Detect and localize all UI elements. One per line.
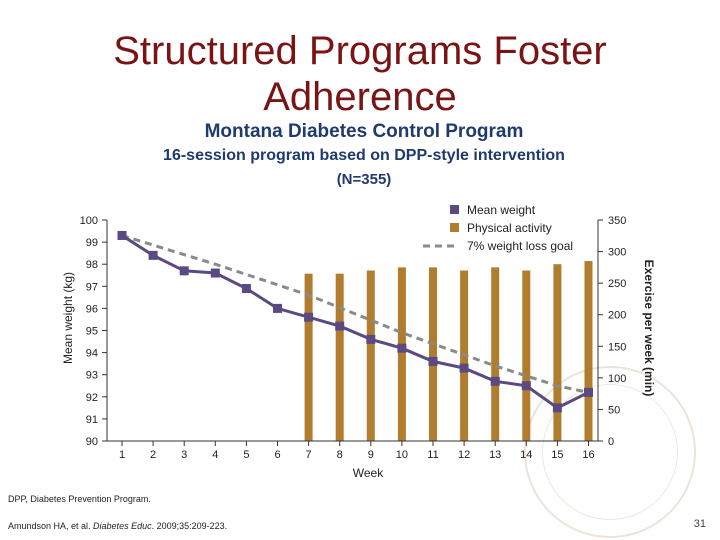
x-tick-label: 13 bbox=[489, 449, 501, 461]
program-name: Montana Diabetes Control Program bbox=[204, 121, 524, 142]
right-tick-label: 100 bbox=[608, 373, 626, 385]
weight-marker bbox=[397, 343, 407, 353]
weight-marker bbox=[428, 356, 438, 366]
right-tick-label: 350 bbox=[608, 215, 626, 227]
left-tick-label: 98 bbox=[86, 259, 98, 271]
footnote-abbreviation: DPP, Diabetes Prevention Program. bbox=[8, 494, 151, 504]
activity-bar bbox=[491, 267, 500, 441]
x-tick-label: 14 bbox=[520, 449, 532, 461]
x-tick-label: 15 bbox=[551, 449, 563, 461]
weight-marker bbox=[552, 403, 562, 413]
x-tick-label: 9 bbox=[368, 449, 374, 461]
page-number: 31 bbox=[693, 518, 706, 530]
x-tick-label: 4 bbox=[212, 449, 218, 461]
right-tick-label: 0 bbox=[608, 436, 614, 448]
activity-bar bbox=[304, 273, 313, 441]
right-tick-label: 150 bbox=[608, 341, 626, 353]
activity-bar bbox=[429, 267, 437, 441]
left-tick-label: 93 bbox=[86, 370, 98, 382]
weight-marker bbox=[304, 312, 314, 322]
left-tick-label: 92 bbox=[86, 392, 98, 404]
x-tick-label: 16 bbox=[582, 449, 594, 461]
activity-bar bbox=[335, 273, 344, 441]
left-tick-label: 96 bbox=[86, 303, 98, 315]
weight-marker bbox=[584, 387, 593, 397]
right-axis-title: Exercise per week (min) bbox=[642, 260, 656, 397]
program-description: 16-session program based on DPP-style in… bbox=[163, 147, 565, 164]
sample-size: (N=355) bbox=[336, 171, 392, 188]
legend-swatch-weight bbox=[450, 205, 459, 214]
x-axis-title: Week bbox=[353, 466, 384, 480]
title-line-2: Adherence bbox=[263, 75, 457, 119]
left-tick-label: 94 bbox=[86, 348, 98, 360]
activity-bar bbox=[366, 270, 375, 441]
weight-marker bbox=[179, 266, 189, 276]
left-tick-label: 99 bbox=[86, 237, 98, 249]
left-tick-label: 90 bbox=[86, 436, 98, 448]
x-tick-label: 5 bbox=[243, 449, 249, 461]
legend-label-goal: 7% weight loss goal bbox=[467, 239, 573, 253]
x-tick-label: 8 bbox=[337, 449, 343, 461]
legend-label-weight: Mean weight bbox=[467, 203, 536, 217]
legend-label-activity: Physical activity bbox=[467, 221, 552, 235]
x-tick-label: 11 bbox=[427, 449, 438, 461]
activity-bar bbox=[584, 261, 593, 441]
activity-bar bbox=[522, 270, 531, 441]
title-line-1: Structured Programs Foster bbox=[113, 29, 607, 73]
weight-marker bbox=[241, 284, 251, 294]
weight-marker bbox=[148, 250, 158, 260]
right-tick-label: 300 bbox=[608, 247, 626, 259]
activity-bar bbox=[397, 267, 406, 441]
weight-line bbox=[121, 234, 590, 410]
x-tick-label: 2 bbox=[150, 449, 156, 461]
left-tick-label: 100 bbox=[80, 215, 98, 227]
right-tick-label: 200 bbox=[608, 310, 626, 322]
x-tick-label: 6 bbox=[274, 449, 280, 461]
legend-swatch-activity bbox=[450, 223, 459, 232]
slide-title: Structured Programs Foster Adherence bbox=[0, 28, 720, 120]
left-tick-label: 91 bbox=[86, 414, 98, 426]
weight-marker bbox=[490, 376, 500, 386]
footnote-reference: Amundson HA, et al. Diabetes Educ. 2009;… bbox=[8, 521, 227, 531]
reference-citation: . 2009;35:209-223. bbox=[151, 521, 228, 531]
reference-journal: Diabetes Educ bbox=[93, 521, 152, 531]
reference-authors: Amundson HA, et al. bbox=[8, 521, 94, 531]
x-tick-label: 10 bbox=[396, 449, 408, 461]
x-tick-label: 12 bbox=[458, 449, 470, 461]
x-tick-label: 3 bbox=[181, 449, 187, 461]
x-tick-label: 1 bbox=[119, 449, 125, 461]
weight-marker bbox=[335, 321, 345, 331]
watermark-seal bbox=[524, 366, 696, 538]
weight-marker bbox=[366, 334, 376, 344]
weight-marker bbox=[521, 381, 531, 391]
right-tick-label: 50 bbox=[608, 404, 620, 416]
weight-marker bbox=[210, 268, 220, 278]
goal-line bbox=[121, 234, 589, 394]
weight-marker bbox=[117, 230, 127, 240]
weight-marker bbox=[459, 363, 469, 373]
left-tick-label: 95 bbox=[86, 326, 98, 338]
weight-marker bbox=[273, 303, 282, 313]
x-tick-label: 7 bbox=[306, 449, 312, 461]
activity-bar bbox=[553, 264, 562, 441]
left-axis-title: Mean weight (kg) bbox=[61, 272, 75, 364]
right-tick-label: 250 bbox=[608, 278, 626, 290]
left-tick-label: 97 bbox=[86, 281, 98, 293]
